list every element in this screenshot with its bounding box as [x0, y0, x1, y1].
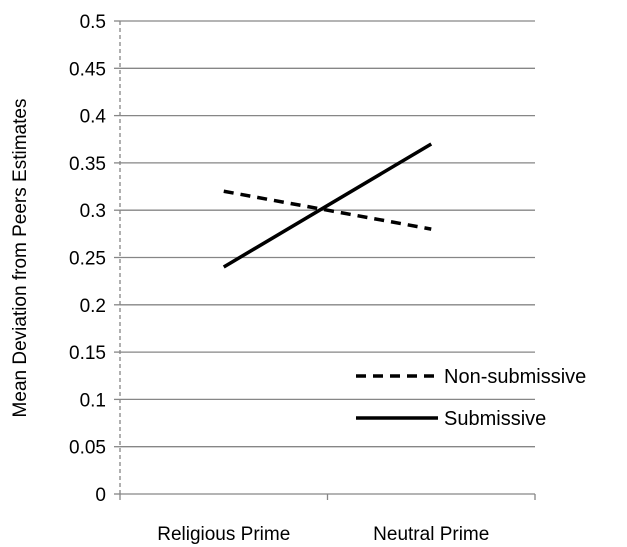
y-tick-labels: 0 0.05 0.1 0.15 0.2 0.25 0.3 0.35 0.4 0.45 0.5: [69, 12, 106, 506]
y-tick-label: 0.2: [80, 296, 106, 317]
y-tick-label: 0.25: [69, 249, 106, 270]
series-line-non-submissive: [223, 189, 432, 231]
axes: [114, 20, 536, 500]
x-tick-label: Religious Prime: [157, 524, 290, 545]
y-tick-label: 0.4: [80, 107, 107, 128]
y-tick-label: 0.3: [80, 201, 106, 222]
legend: Non-submissive Submissive: [356, 366, 586, 430]
y-axis-title: Mean Deviation from Peers Estimates: [10, 99, 31, 418]
series-line-submissive: [222, 142, 433, 269]
series-lines: [222, 142, 433, 269]
legend-label: Non-submissive: [444, 366, 586, 388]
legend-label: Submissive: [444, 408, 546, 430]
y-tick-label: 0.45: [69, 59, 106, 80]
y-tick-label: 0.1: [80, 390, 106, 411]
x-tick-labels: Religious Prime Neutral Prime: [157, 524, 489, 545]
x-tick-label: Neutral Prime: [373, 524, 489, 545]
y-tick-label: 0.15: [69, 343, 106, 364]
y-tick-label: 0: [95, 485, 106, 506]
y-tick-label: 0.05: [69, 438, 106, 459]
y-tick-label: 0.35: [69, 154, 106, 175]
y-tick-label: 0.5: [80, 12, 106, 33]
